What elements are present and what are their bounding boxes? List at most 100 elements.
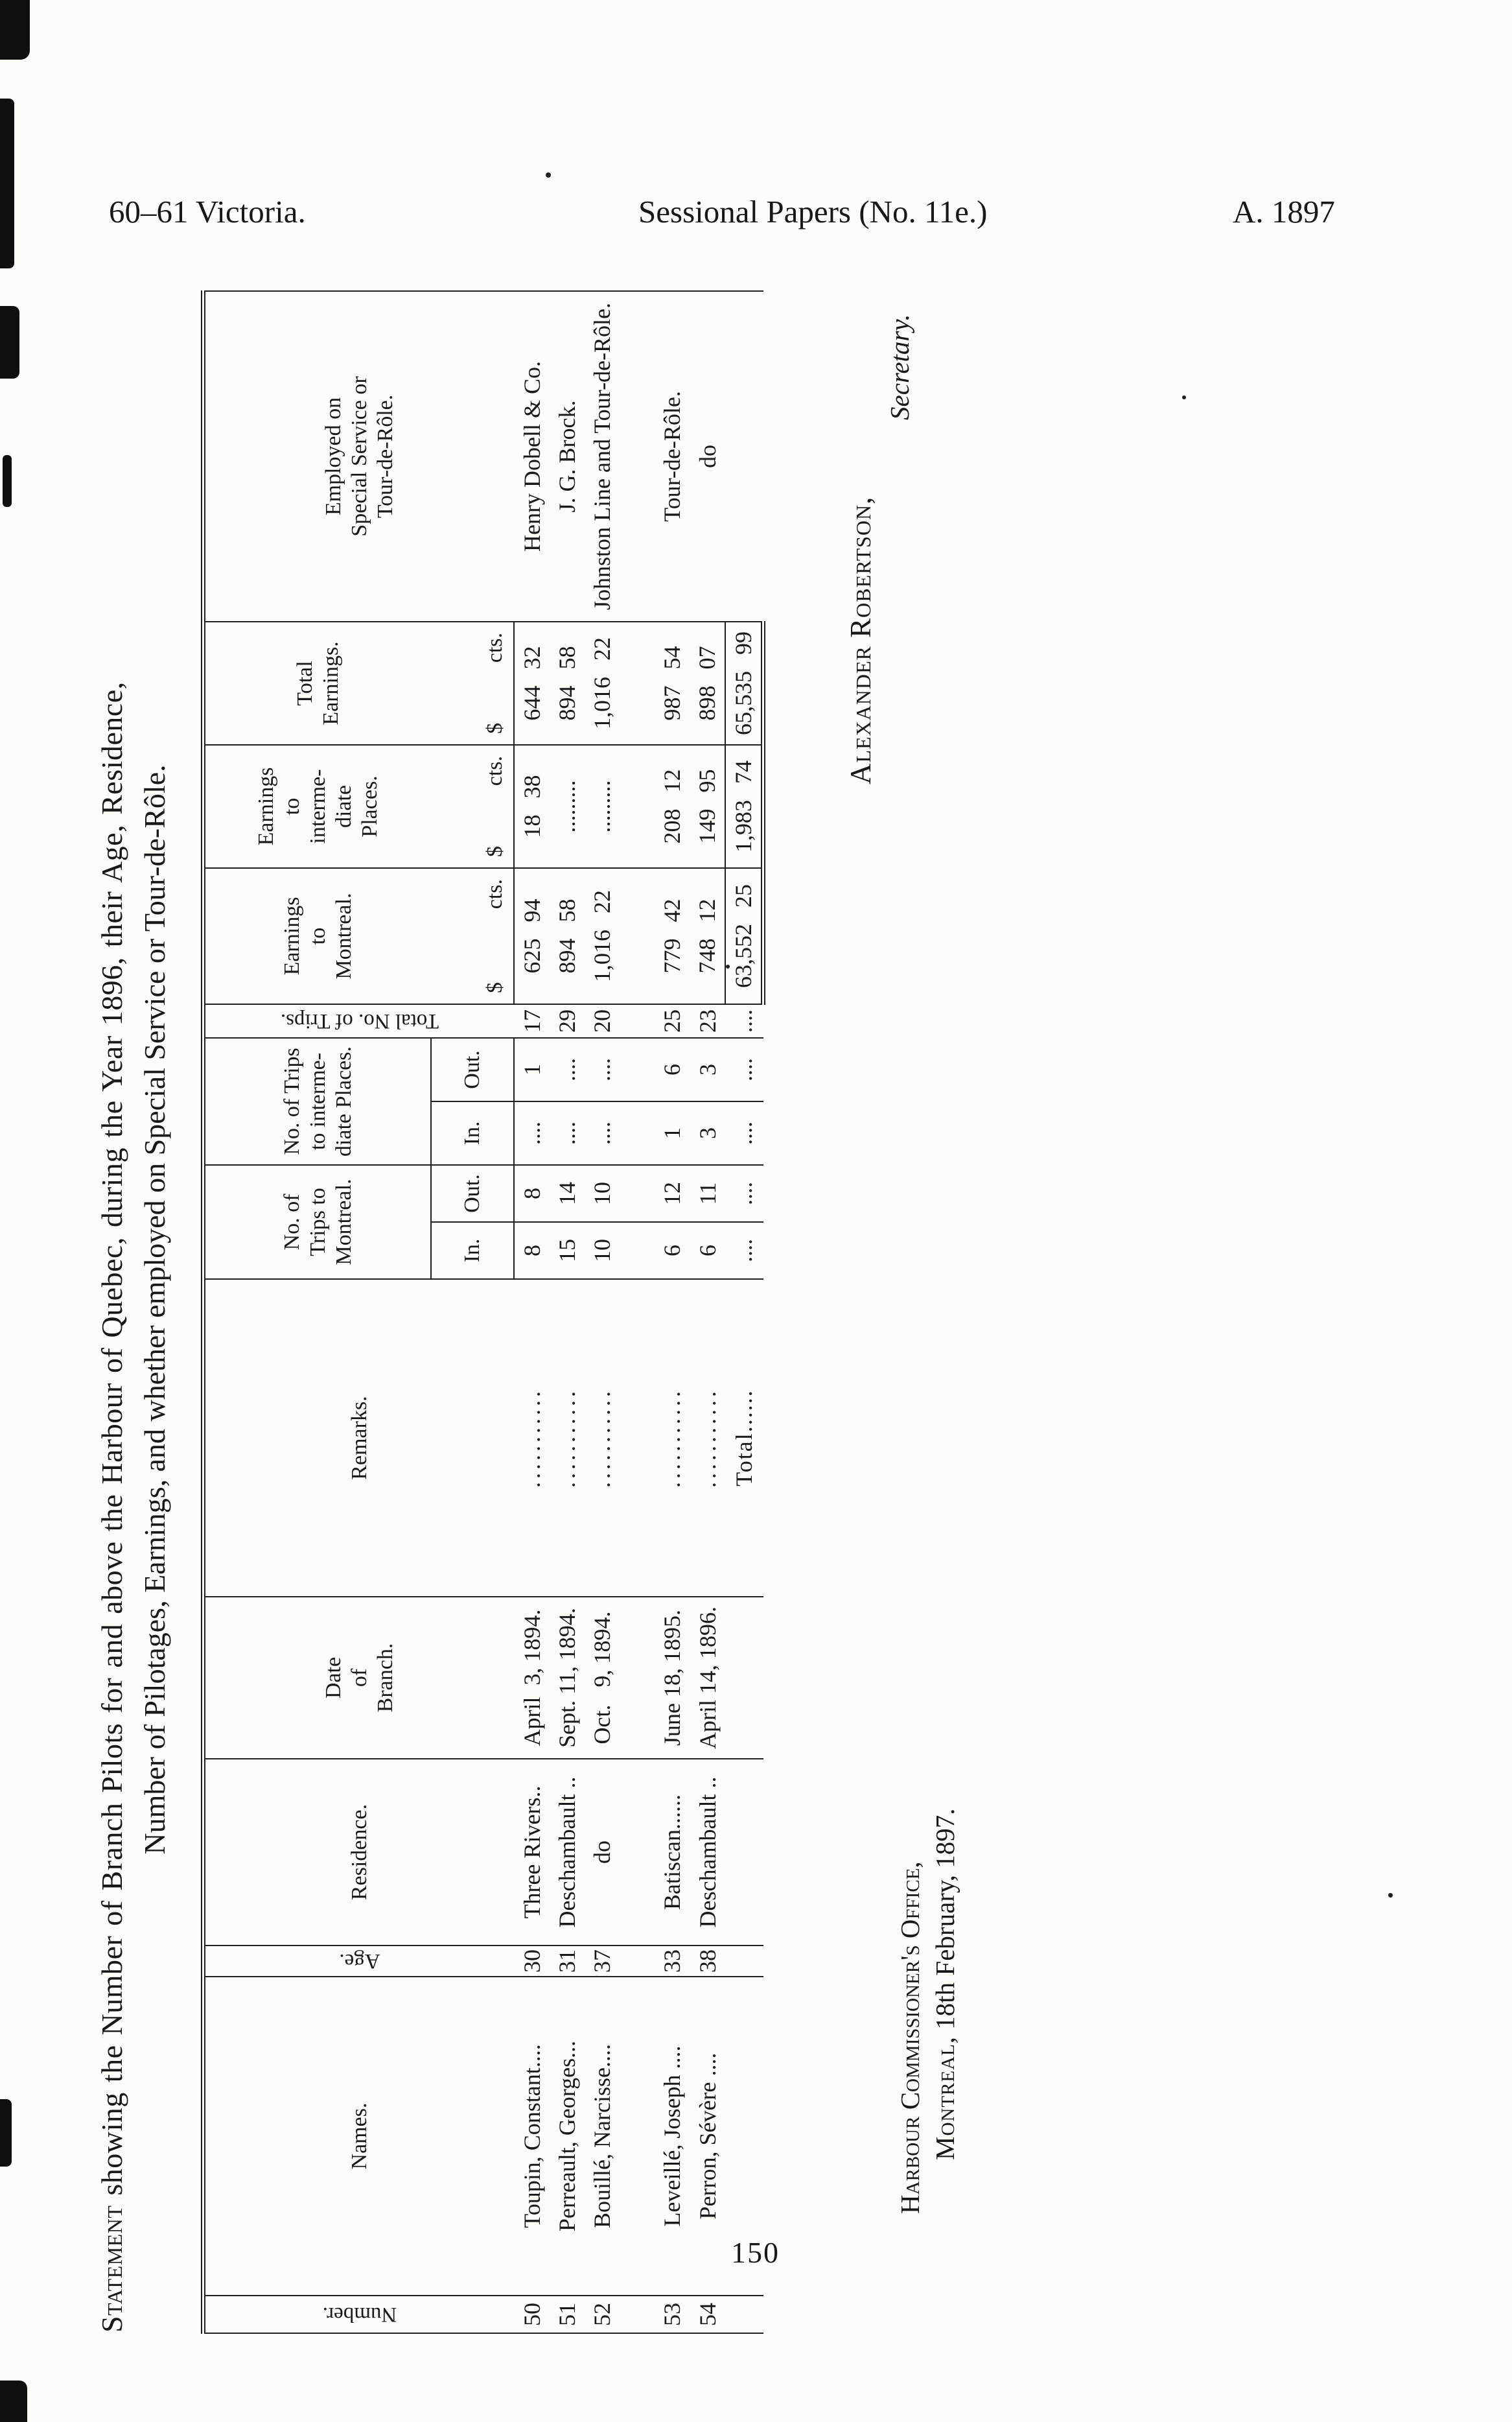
cell-trips-mtl-in: 6 <box>655 1222 690 1279</box>
cell-total-trips: 29 <box>550 1004 585 1038</box>
cell-trips-int-in: 3 <box>690 1101 725 1165</box>
cell-age: 31 <box>550 1946 585 1977</box>
total-total-earnings: 65,535 99 <box>725 621 763 745</box>
cell-residence: Deschambault .. <box>690 1759 725 1946</box>
total-label: Total...... <box>725 1279 763 1597</box>
scan-artifact <box>0 0 30 60</box>
cell-total-trips: 20 <box>585 1004 620 1038</box>
scan-speck <box>726 965 730 969</box>
cell-employed: Johnston Line and Tour-de-Rôle. <box>585 290 620 622</box>
cell-date: Oct. 9, 1894. <box>585 1597 620 1759</box>
montreal-label: Montreal, <box>930 2036 960 2160</box>
cell-trips-mtl-out: 11 <box>690 1164 725 1222</box>
cell-trips-int-out: 6 <box>655 1037 690 1101</box>
subheader-earnings-intermediate-units: $ cts. <box>431 744 514 868</box>
statement-title-line-1: Statement showing the Number of Branch P… <box>95 284 129 2333</box>
cell-trips-mtl-in: 8 <box>514 1222 550 1279</box>
cell-trips-mtl-out: 14 <box>550 1164 585 1222</box>
total-trips-int-in: .... <box>725 1101 763 1165</box>
total-row: Total...... .... .... .... .... .... 63,… <box>725 290 763 2333</box>
statement-word: Statement <box>95 2205 128 2333</box>
subheader-total-earnings-units: $ cts. <box>431 621 514 745</box>
cell-total-trips: 23 <box>690 1004 725 1038</box>
col-header-age: Age. <box>203 1946 514 1977</box>
dateline: Montreal, 18th February, 1897. <box>929 1808 960 2160</box>
cell-remarks: ........... <box>550 1279 585 1597</box>
cell-employed: Henry Dobell & Co. <box>514 290 550 622</box>
cell-age: 30 <box>514 1946 550 1977</box>
cell-residence: Three Rivers.. <box>514 1759 550 1946</box>
cell-age: 38 <box>690 1946 725 1977</box>
col-header-date-of-branch: Date of Branch. <box>203 1597 514 1759</box>
cell-trips-int-in: .... <box>585 1101 620 1165</box>
cell-name: Bouillé, Narcisse.... <box>585 1977 620 2296</box>
pilot-row-51: 51 Perreault, Georges... 31 Deschambault… <box>550 290 585 2333</box>
total-trips-mtl-in: .... <box>725 1222 763 1279</box>
cell-trips-int-in: 1 <box>655 1101 690 1165</box>
rotated-table-strip: Statement showing the Number of Branch P… <box>91 279 992 2334</box>
subheader-intermediate-out: Out. <box>431 1037 514 1101</box>
row-group-gap <box>620 290 655 2333</box>
cell-employed: J. G. Brock. <box>550 290 585 622</box>
cell-earnings-int: 149 95 <box>690 744 725 868</box>
cell-age: 37 <box>585 1946 620 1977</box>
cell-remarks: ........... <box>655 1279 690 1597</box>
cell-trips-mtl-in: 15 <box>550 1222 585 1279</box>
cell-date: April 14, 1896. <box>690 1597 725 1759</box>
total-trips-mtl-out: .... <box>725 1164 763 1222</box>
cell-number: 52 <box>585 2296 620 2333</box>
cell-employed: do <box>690 290 725 622</box>
statement-title-line-2: Number of Pilotages, Earnings, and wheth… <box>138 764 171 1855</box>
cell-earnings-mtl: 779 42 <box>655 867 690 1004</box>
pilot-row-53: 53 Leveillé, Joseph .... 33 Batiscan....… <box>655 290 690 2333</box>
cell-remarks: ........... <box>514 1279 550 1597</box>
cell-earnings-int: 18 38 <box>514 744 550 868</box>
cell-earnings-int: 208 12 <box>655 744 690 868</box>
scan-artifact <box>0 2381 27 2422</box>
cell-name: Toupin, Constant.... <box>514 1977 550 2296</box>
running-head: 60–61 Victoria. Sessional Papers (No. 11… <box>0 193 1512 232</box>
cell-trips-mtl-in: 10 <box>585 1222 620 1279</box>
cell-residence: Deschambault .. <box>550 1759 585 1946</box>
cell-earnings-mtl: 748 12 <box>690 867 725 1004</box>
cell-earnings-mtl: 625 94 <box>514 867 550 1004</box>
cell-trips-int-out: .... <box>550 1037 585 1101</box>
scan-artifact <box>0 99 14 268</box>
cell-remarks: ........... <box>585 1279 620 1597</box>
cell-trips-mtl-out: 12 <box>655 1164 690 1222</box>
scan-artifact <box>0 2099 12 2167</box>
col-header-names: Names. <box>203 1977 514 2296</box>
volume-label: 60–61 Victoria. <box>109 194 306 229</box>
cell-remarks: ........... <box>690 1279 725 1597</box>
subheader-earnings-montreal-units: $ cts. <box>431 867 514 1004</box>
cell-date: April 3, 1894. <box>514 1597 550 1759</box>
cell-total-earnings: 898 07 <box>690 621 725 745</box>
cell-name: Perreault, Georges... <box>550 1977 585 2296</box>
scan-speck <box>1388 1893 1393 1898</box>
year-label: A. 1897 <box>1233 194 1335 229</box>
cell-number: 51 <box>550 2296 585 2333</box>
cell-total-trips: 17 <box>514 1004 550 1038</box>
cell-earnings-int: ......... <box>585 744 620 868</box>
subheader-montreal-out: Out. <box>431 1164 514 1222</box>
col-header-employed: Employed on Special Service or Tour-de-R… <box>203 290 514 622</box>
page-number: 150 <box>731 2236 780 2269</box>
col-header-number: Number. <box>203 2296 514 2333</box>
cell-trips-mtl-in: 6 <box>690 1222 725 1279</box>
series-label: Sessional Papers (No. 11e.) <box>638 194 988 229</box>
signature-title: Secretary. <box>885 314 914 420</box>
total-earnings-int: 1,983 74 <box>725 744 763 868</box>
subheader-montreal-in: In. <box>431 1222 514 1279</box>
office-line: Harbour Commissioner's Office, <box>895 1861 925 2214</box>
cell-trips-int-out: 1 <box>514 1037 550 1101</box>
cell-name: Leveillé, Joseph .... <box>655 1977 690 2296</box>
scan-speck <box>1182 395 1186 399</box>
total-trips-int-out: .... <box>725 1037 763 1101</box>
col-header-trips-montreal: No. of Trips to Montreal. <box>203 1164 431 1279</box>
dateline-rest: 18th February, 1897. <box>930 1808 960 2036</box>
total-earnings-mtl: 63,552 25 <box>725 867 763 1004</box>
col-header-residence: Residence. <box>203 1759 514 1946</box>
cell-date: Sept. 11, 1894. <box>550 1597 585 1759</box>
col-header-total-trips: Total No. of Trips. <box>203 1004 514 1038</box>
cell-total-earnings: 1,016 22 <box>585 621 620 745</box>
